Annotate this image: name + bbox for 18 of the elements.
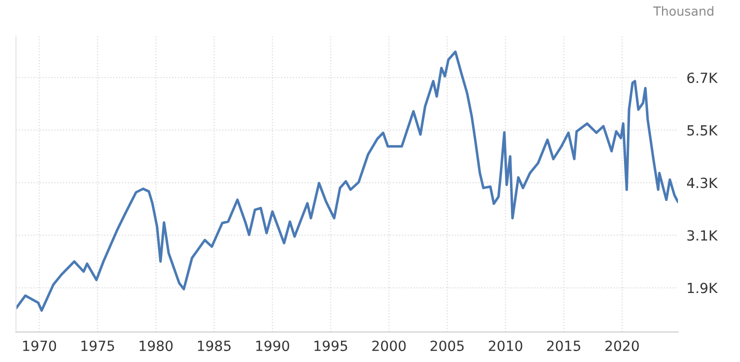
- y-tick-label: 4.3K: [687, 178, 718, 188]
- x-tick-label: 1995: [314, 340, 348, 352]
- x-tick-label: 1980: [140, 340, 173, 352]
- y-tick-label: 3.1K: [687, 230, 718, 241]
- x-tick-label: 2020: [605, 340, 639, 352]
- y-tick-label: 1.9K: [688, 282, 718, 294]
- x-tick-label: 1990: [256, 340, 290, 352]
- x-tick-label: 2000: [372, 340, 406, 352]
- y-tick-label: 5.5K: [687, 125, 718, 136]
- x-tick-label: 2010: [488, 340, 522, 352]
- x-tick-label: 1970: [23, 340, 56, 352]
- x-tick-label: 1975: [81, 340, 114, 352]
- y-axis-title: Thousand: [653, 6, 714, 16]
- x-tick-label: 2015: [547, 340, 580, 352]
- y-tick-label: 6.7K: [687, 72, 718, 84]
- line-series: [16, 50, 678, 312]
- x-tick-label: 2005: [430, 340, 464, 352]
- x-tick-label: 1985: [198, 340, 231, 352]
